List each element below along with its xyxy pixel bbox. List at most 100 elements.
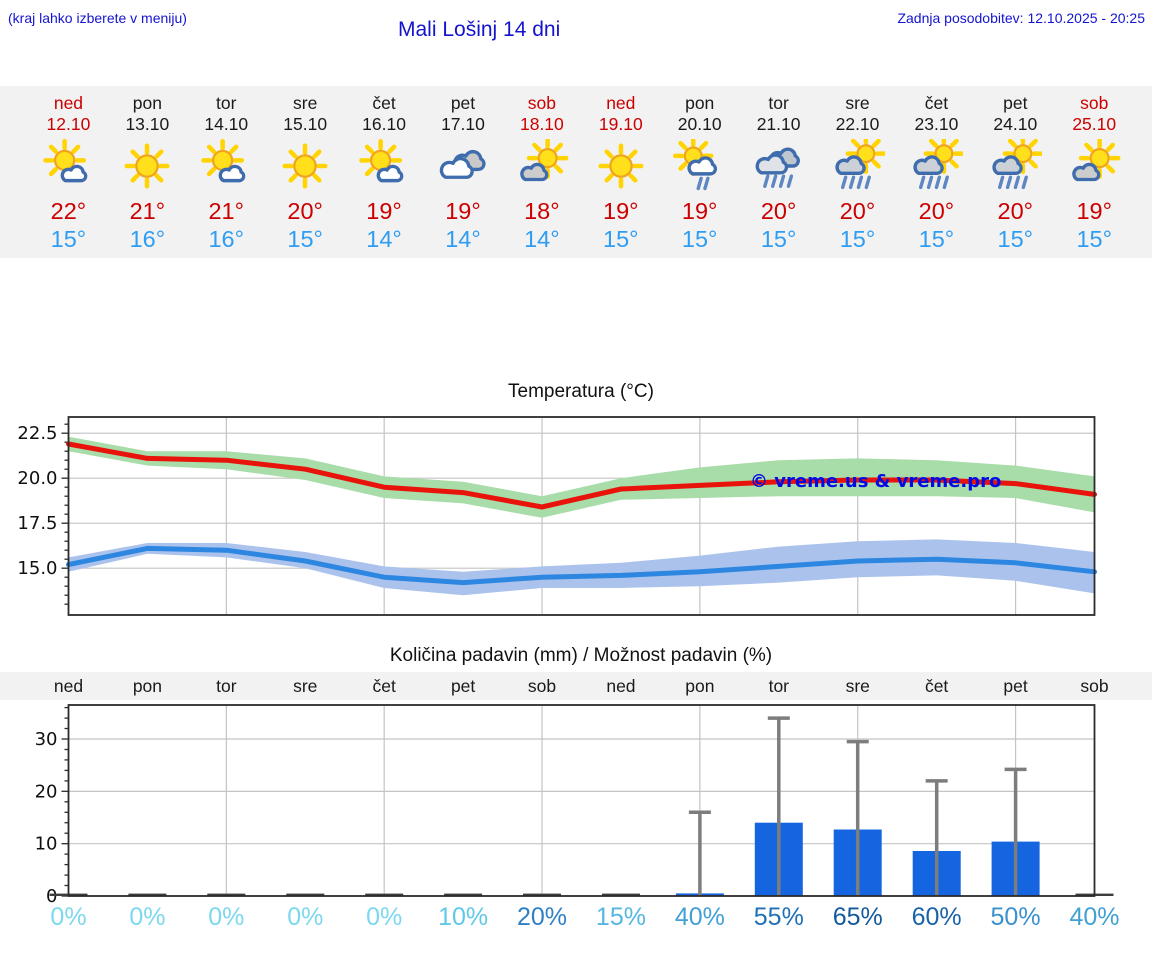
min-temp-label: 15° — [918, 226, 955, 252]
day-name-label: čet — [372, 93, 396, 113]
max-temp-label: 19° — [445, 198, 481, 224]
max-temp-label: 20° — [760, 198, 797, 224]
svg-text:10: 10 — [35, 834, 58, 855]
precip-day-label: čet — [372, 676, 396, 696]
sun-icon — [282, 143, 328, 189]
sun-rain-showers-icon — [992, 133, 1044, 190]
day-name-label: pet — [1003, 93, 1028, 113]
precip-probability-label: 20% — [517, 903, 568, 931]
forecast-band: ned 12.10 22° 15° pon 13.10 21° 16° tor 14.10 21° 1… — [0, 86, 1152, 258]
min-temp-label: 15° — [287, 226, 323, 252]
day-name-label: ned — [606, 93, 636, 113]
forecast-day-column: tor 14.10 21° 16° — [187, 90, 266, 255]
svg-text:20.0: 20.0 — [17, 468, 57, 489]
day-date-label: 12.10 — [46, 114, 91, 134]
min-temp-label: 15° — [760, 226, 797, 252]
precip-probability-label: 0% — [50, 903, 87, 931]
weather-icon-box — [1055, 137, 1134, 195]
forecast-day-column: pet 24.10 20° 15° — [976, 90, 1055, 255]
sun-gray-cloud-icon — [520, 137, 569, 182]
weather-icon-box — [108, 139, 187, 195]
precipitation-chart-svg: 0 10 20 30 — [35, 704, 1114, 907]
day-date-label: 14.10 — [204, 114, 249, 134]
day-date-label: 20.10 — [677, 114, 722, 134]
forecast-day-column: sob 25.10 19° 15° — [1055, 90, 1134, 255]
min-temp-label: 16° — [129, 226, 166, 252]
precip-probability-label: 0% — [287, 903, 324, 931]
forecast-strip: ned 12.10 22° 15° pon 13.10 21° 16° tor 14.10 21° 1… — [29, 90, 1134, 255]
precip-probability-label: 0% — [208, 903, 245, 931]
min-temp-label: 15° — [1076, 226, 1112, 252]
sun-gray-cloud-icon — [1072, 137, 1121, 182]
sun-icon — [124, 143, 170, 189]
min-temp-label: 15° — [997, 226, 1034, 252]
forecast-day-column: pon 13.10 21° 16° — [108, 90, 187, 255]
max-temp-label: 19° — [603, 198, 639, 224]
precip-probability-label: 40% — [674, 903, 725, 931]
day-name-label: sre — [293, 93, 318, 113]
max-temp-label: 18° — [524, 198, 560, 224]
max-temp-label: 19° — [681, 198, 718, 224]
precip-day-label: ned — [606, 676, 636, 696]
forecast-day-column: čet 16.10 19° 14° — [345, 90, 424, 255]
day-date-label: 19.10 — [598, 114, 643, 134]
svg-text:© vreme.us & vreme.pro: © vreme.us & vreme.pro — [750, 471, 1001, 492]
forecast-day-column: pet 17.10 19° 14° — [424, 90, 503, 255]
max-temp-label: 21° — [208, 198, 245, 224]
min-temp-label: 15° — [50, 226, 87, 252]
temperature-chart: 15.0 17.5 20.0 22.5 © vreme.us & vreme.pro — [0, 410, 1152, 622]
max-temp-label: 20° — [287, 198, 323, 224]
day-date-label: 24.10 — [993, 114, 1038, 134]
precip-probability-label: 50% — [990, 903, 1041, 931]
day-date-label: 16.10 — [362, 114, 406, 134]
forecast-day-column: ned 19.10 19° 15° — [581, 90, 660, 255]
sun-cloud-light-rain-icon — [672, 135, 717, 191]
precip-probability-label: 0% — [366, 903, 403, 931]
precip-probability-label: 40% — [1069, 903, 1120, 931]
precip-probability-row: 0% 0% 0% 0% 0% 10% 20% 15% 40% 55% 65% 60% 50% 40% — [0, 901, 1152, 933]
day-name-label: pet — [450, 93, 476, 113]
forecast-day-column: čet 23.10 20° 15° — [897, 90, 976, 255]
last-updated-text: Zadnja posodobitev: 12.10.2025 - 20:25 — [897, 10, 1145, 26]
precip-day-label: tor — [216, 676, 237, 696]
min-temp-label: 16° — [208, 226, 245, 252]
max-temp-label: 21° — [129, 198, 166, 224]
day-date-label: 15.10 — [283, 114, 328, 134]
weather-icon-box — [424, 139, 503, 195]
sun-small-cloud-icon — [43, 139, 88, 183]
forecast-day-column: sob 18.10 18° 14° — [502, 90, 581, 255]
precip-probability-label: 0% — [129, 903, 166, 931]
sun-icon — [598, 143, 644, 189]
weather-icon-box — [345, 139, 424, 195]
day-name-label: sob — [1080, 93, 1109, 113]
max-temp-label: 20° — [997, 198, 1034, 224]
svg-text:30: 30 — [35, 729, 58, 750]
weather-icon-box — [897, 133, 976, 195]
weather-icon-box — [818, 133, 897, 195]
precip-probability-label: 60% — [911, 903, 962, 931]
max-temp-label: 19° — [1076, 198, 1112, 224]
precip-probability-label: 55% — [753, 903, 804, 931]
weather-icon-box — [976, 133, 1055, 195]
precip-day-label: pon — [685, 676, 715, 696]
precipitation-chart-title: Količina padavin (mm) / Možnost padavin … — [389, 645, 773, 666]
day-name-label: sob — [527, 93, 556, 113]
min-temp-label: 14° — [445, 226, 481, 252]
weather-icon-box — [266, 139, 345, 195]
precip-day-label: sre — [845, 676, 870, 696]
day-name-label: ned — [53, 93, 84, 113]
precip-day-label: pet — [450, 676, 476, 696]
precip-day-label: tor — [768, 676, 790, 696]
day-date-label: 22.10 — [835, 114, 880, 134]
day-name-label: pon — [685, 93, 715, 113]
svg-text:20: 20 — [35, 781, 58, 802]
day-date-label: 21.10 — [756, 114, 801, 134]
weather-icon-box — [581, 139, 660, 195]
forecast-day-column: tor 21.10 20° 15° — [739, 90, 818, 255]
day-date-label: 18.10 — [519, 114, 564, 134]
precip-day-label: sob — [527, 676, 557, 696]
precip-probability-label: 15% — [595, 903, 646, 931]
forecast-day-column: ned 12.10 22° 15° — [29, 90, 108, 255]
max-temp-label: 20° — [839, 198, 876, 224]
